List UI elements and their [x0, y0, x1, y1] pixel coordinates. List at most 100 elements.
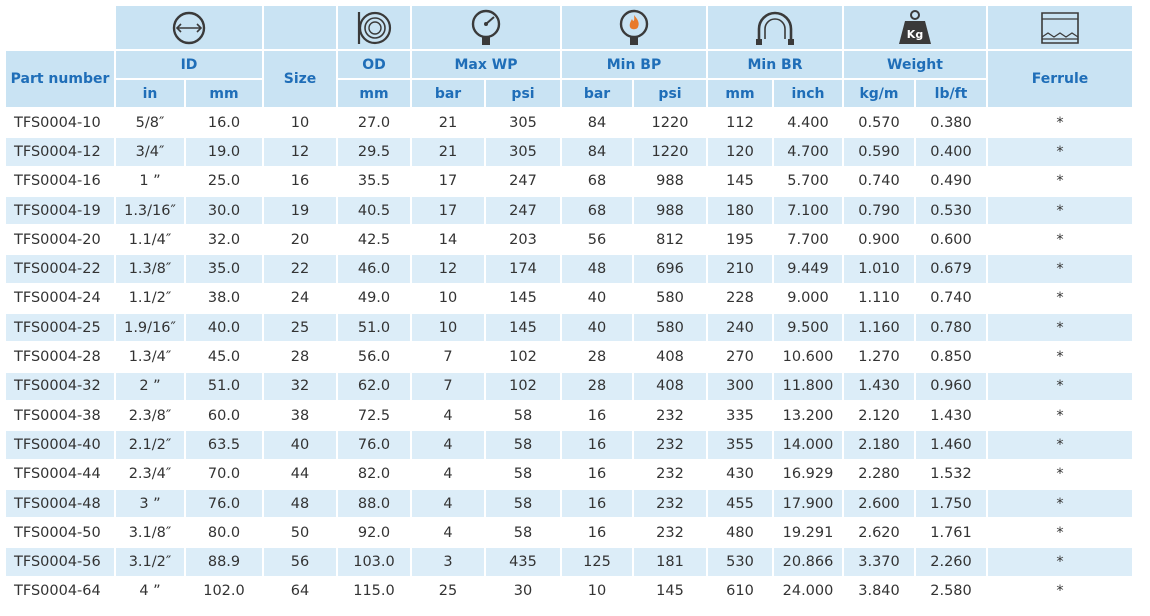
- table-row: TFS0004-50 3.1/8″ 80.0 50 92.0 4 58 16 232 480 19.…: [6, 519, 1132, 547]
- cell-br-mm: 240: [708, 314, 772, 342]
- cell-wp-bar: 4: [412, 401, 484, 430]
- min-bp-icon-cell: [562, 6, 706, 49]
- cell-bp-psi: 812: [634, 226, 706, 254]
- ferrule-icon: [1041, 11, 1079, 44]
- subheader-od-mm: mm: [338, 80, 410, 107]
- cell-id-mm: 30.0: [186, 196, 262, 225]
- cell-size: 20: [264, 226, 336, 254]
- cell-wp-psi: 102: [486, 343, 560, 371]
- cell-size: 19: [264, 196, 336, 225]
- cell-br-mm: 300: [708, 372, 772, 400]
- cell-id-in: 3 ”: [116, 489, 184, 518]
- cell-id-in: 2.1/2″: [116, 431, 184, 459]
- cell-bp-bar: 16: [562, 401, 632, 430]
- table-row: TFS0004-24 1.1/2″ 38.0 24 49.0 10 145 40 580 228 9…: [6, 284, 1132, 313]
- cell-bp-psi: 988: [634, 167, 706, 195]
- cell-id-in: 4 ”: [116, 577, 184, 606]
- cell-size: 50: [264, 519, 336, 547]
- cell-size: 24: [264, 284, 336, 313]
- cell-part-number: TFS0004-10: [6, 109, 114, 137]
- bend-radius-icon: [756, 11, 794, 45]
- cell-size: 32: [264, 372, 336, 400]
- cell-bp-psi: 580: [634, 314, 706, 342]
- cell-bp-psi: 408: [634, 343, 706, 371]
- table-row: TFS0004-44 2.3/4″ 70.0 44 82.0 4 58 16 232 430 16.…: [6, 460, 1132, 488]
- ferrule-icon-cell: [988, 6, 1132, 49]
- cell-id-mm: 38.0: [186, 284, 262, 313]
- cell-br-inch: 4.700: [774, 138, 842, 166]
- cell-bp-psi: 145: [634, 577, 706, 606]
- cell-size: 25: [264, 314, 336, 342]
- cell-wp-psi: 247: [486, 196, 560, 225]
- cell-bp-bar: 68: [562, 167, 632, 195]
- cell-bp-bar: 84: [562, 109, 632, 137]
- cell-br-mm: 335: [708, 401, 772, 430]
- cell-ferrule: *: [988, 196, 1132, 225]
- cell-bp-psi: 232: [634, 401, 706, 430]
- cell-size: 38: [264, 401, 336, 430]
- cell-id-mm: 35.0: [186, 255, 262, 283]
- cell-od-mm: 115.0: [338, 577, 410, 606]
- header-id: ID: [116, 51, 262, 78]
- cell-weight-lbft: 0.850: [916, 343, 986, 371]
- cell-br-mm: 120: [708, 138, 772, 166]
- cell-weight-lbft: 1.430: [916, 401, 986, 430]
- table-row: TFS0004-16 1 ” 25.0 16 35.5 17 247 68 988 145 5.70…: [6, 167, 1132, 195]
- cell-id-in: 2 ”: [116, 372, 184, 400]
- cell-part-number: TFS0004-16: [6, 167, 114, 195]
- cell-id-mm: 63.5: [186, 431, 262, 459]
- cell-br-mm: 430: [708, 460, 772, 488]
- cell-bp-psi: 232: [634, 489, 706, 518]
- cell-wp-bar: 7: [412, 343, 484, 371]
- cell-weight-kgm: 1.160: [844, 314, 914, 342]
- burst-gauge-flame-icon: [619, 9, 649, 45]
- table-row: TFS0004-56 3.1/2″ 88.9 56 103.0 3 435 125 181 530…: [6, 548, 1132, 576]
- table-row: TFS0004-32 2 ” 51.0 32 62.0 7 102 28 408 300 11.80…: [6, 372, 1132, 400]
- cell-weight-kgm: 3.840: [844, 577, 914, 606]
- cell-size: 28: [264, 343, 336, 371]
- cell-id-mm: 40.0: [186, 314, 262, 342]
- cell-br-mm: 210: [708, 255, 772, 283]
- header-min-br: Min BR: [708, 51, 842, 78]
- cell-wp-bar: 7: [412, 372, 484, 400]
- table-row: TFS0004-28 1.3/4″ 45.0 28 56.0 7 102 28 408 270 10…: [6, 343, 1132, 371]
- cell-od-mm: 103.0: [338, 548, 410, 576]
- cell-weight-lbft: 0.679: [916, 255, 986, 283]
- pressure-gauge-icon: [471, 9, 501, 45]
- cell-part-number: TFS0004-32: [6, 372, 114, 400]
- cell-wp-psi: 247: [486, 167, 560, 195]
- cell-ferrule: *: [988, 138, 1132, 166]
- cell-ferrule: *: [988, 109, 1132, 137]
- cell-weight-lbft: 0.530: [916, 196, 986, 225]
- cell-wp-bar: 14: [412, 226, 484, 254]
- cell-id-mm: 70.0: [186, 460, 262, 488]
- cell-wp-bar: 4: [412, 489, 484, 518]
- weight-kg-icon: Kg: [899, 9, 931, 44]
- cell-bp-bar: 16: [562, 519, 632, 547]
- cell-size: 10: [264, 109, 336, 137]
- cell-id-in: 1.3/4″: [116, 343, 184, 371]
- cell-od-mm: 29.5: [338, 138, 410, 166]
- cell-wp-psi: 58: [486, 460, 560, 488]
- cell-size: 40: [264, 431, 336, 459]
- cell-id-in: 1.3/16″: [116, 196, 184, 225]
- cell-wp-psi: 30: [486, 577, 560, 606]
- cell-wp-bar: 10: [412, 314, 484, 342]
- cell-bp-psi: 1220: [634, 109, 706, 137]
- header-weight: Weight: [844, 51, 986, 78]
- table-row: TFS0004-10 5/8″ 16.0 10 27.0 21 305 84 1220 112 4.…: [6, 109, 1132, 137]
- cell-weight-lbft: 0.490: [916, 167, 986, 195]
- cell-br-mm: 270: [708, 343, 772, 371]
- cell-br-inch: 24.000: [774, 577, 842, 606]
- cell-bp-psi: 696: [634, 255, 706, 283]
- spec-table-container: Kg Part number ID Size OD Max WP Min BP …: [4, 4, 1134, 607]
- cell-ferrule: *: [988, 167, 1132, 195]
- cell-id-in: 1.3/8″: [116, 255, 184, 283]
- cell-weight-kgm: 2.620: [844, 519, 914, 547]
- cell-bp-bar: 28: [562, 343, 632, 371]
- cell-wp-psi: 102: [486, 372, 560, 400]
- cell-weight-kgm: 2.180: [844, 431, 914, 459]
- cell-wp-psi: 435: [486, 548, 560, 576]
- cell-weight-kgm: 0.740: [844, 167, 914, 195]
- cell-br-inch: 16.929: [774, 460, 842, 488]
